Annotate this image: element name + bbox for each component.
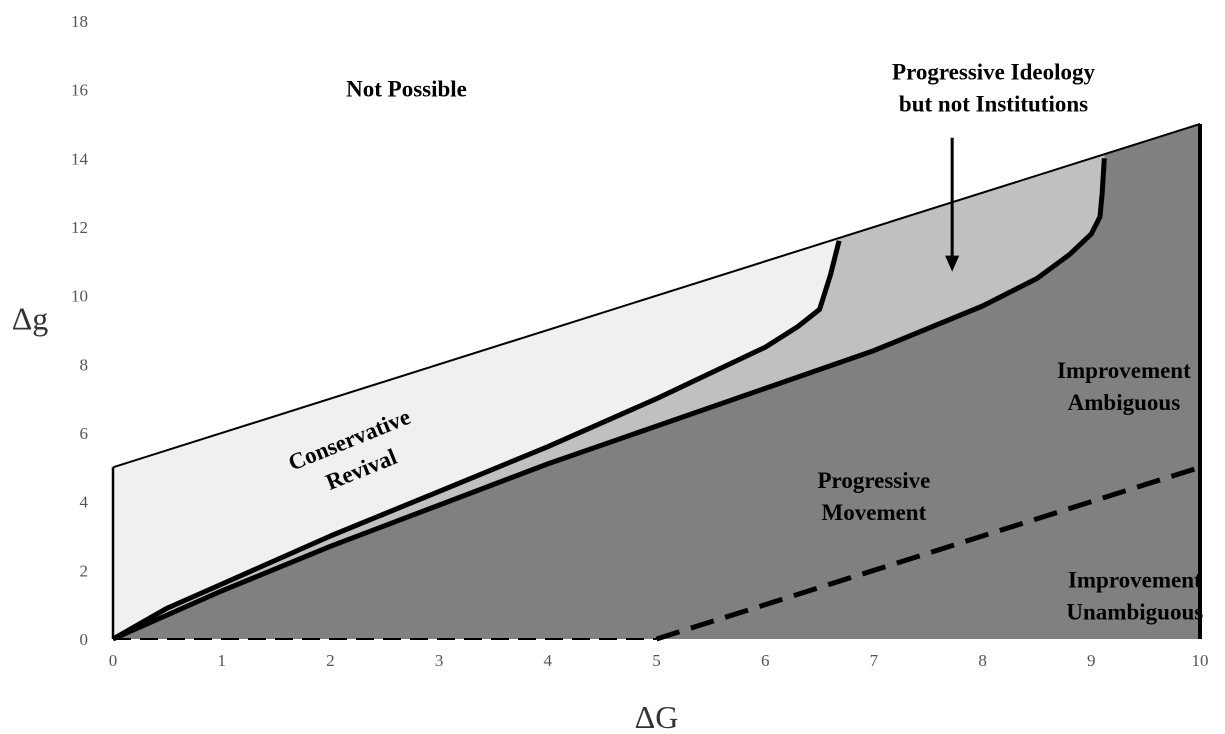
x-tick-label: 10 [1192, 651, 1209, 670]
upper-boundary-curve [111, 240, 842, 642]
x-axis-title: ΔG [635, 699, 679, 734]
x-tick-label: 4 [544, 651, 553, 670]
label-line: Movement [822, 500, 927, 525]
x-tick-label: 5 [652, 651, 661, 670]
label-improvement_unambiguous: Improvement Unambiguous [1066, 568, 1203, 625]
x-tick-label: 6 [761, 651, 770, 670]
y-tick-label: 12 [71, 218, 88, 237]
region-progressive-ideology [113, 154, 1105, 639]
y-tick-label: 4 [80, 493, 89, 512]
y-axis-title: Δg [12, 301, 49, 337]
label-line: Improvement [1068, 568, 1202, 593]
label-progressive_ideology: Progressive Ideology but not Institutions [892, 59, 1095, 116]
label-not_possible: Not Possible [346, 77, 467, 102]
chart-curves [111, 123, 1202, 642]
label-line: Improvement [1057, 358, 1191, 383]
y-tick-label: 2 [80, 561, 89, 580]
y-tick-label: 8 [80, 355, 89, 374]
label-line: Unambiguous [1066, 600, 1203, 625]
x-tick-label: 0 [109, 651, 118, 670]
x-tick-label: 3 [435, 651, 444, 670]
dashed-unambiguous-boundary [655, 464, 1201, 642]
label-progressive_movement: Progressive Movement [817, 468, 930, 525]
x-tick-label: 9 [1087, 651, 1096, 670]
label-line: but not Institutions [899, 91, 1088, 116]
feasibility-line [112, 123, 1201, 469]
y-tick-label: 0 [80, 630, 89, 649]
chart-regions [113, 124, 1200, 639]
y-tick-label: 18 [71, 12, 88, 31]
x-tick-label: 1 [217, 651, 226, 670]
annotation-arrow-head [945, 255, 960, 272]
lower-boundary-curve [111, 158, 1107, 642]
label-line: Ambiguous [1068, 390, 1181, 415]
label-line: Not Possible [346, 77, 467, 102]
label-line: Progressive [817, 468, 930, 493]
label-improvement_ambiguous: Improvement Ambiguous [1057, 358, 1191, 415]
label-line: Progressive Ideology [892, 59, 1095, 84]
y-tick-label: 14 [71, 149, 89, 168]
x-tick-label: 2 [326, 651, 335, 670]
x-tick-label: 7 [870, 651, 879, 670]
y-tick-label: 10 [71, 287, 88, 306]
y-tick-label: 6 [80, 424, 89, 443]
y-tick-label: 16 [71, 81, 88, 100]
x-tick-label: 8 [978, 651, 987, 670]
region-progressive-movement [113, 124, 1200, 639]
